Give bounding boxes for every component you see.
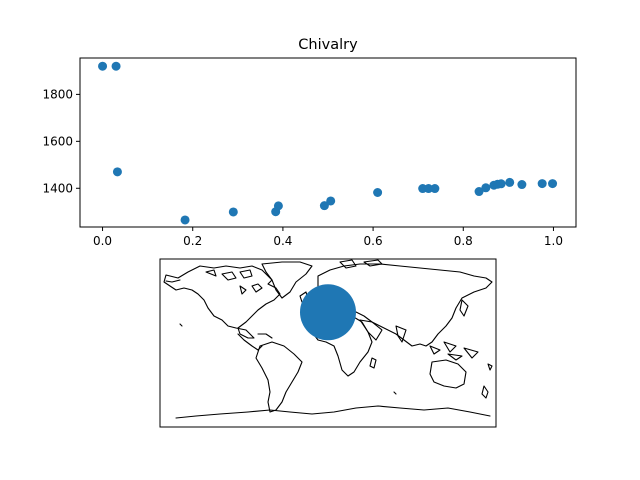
scatter-point (326, 196, 336, 206)
scatter-point (111, 61, 121, 71)
x-axis-ticks: 0.0 0.2 0.4 0.6 0.8 1.0 (93, 227, 563, 248)
scatter-point (273, 201, 283, 211)
scatter-point (319, 201, 329, 211)
chart-title: Chivalry (298, 37, 358, 53)
scatter-point (180, 215, 190, 225)
scatter-frame (79, 57, 577, 228)
x-tick-label: 0.0 (93, 234, 112, 248)
scatter-point (424, 184, 434, 194)
scatter-point (430, 184, 440, 194)
scatter-points (98, 61, 558, 225)
scatter-point (517, 180, 527, 190)
scatter-point (373, 188, 383, 197)
scatter-point (537, 179, 547, 189)
y-tick-label: 1400 (42, 181, 73, 195)
y-tick-label: 1800 (42, 87, 73, 101)
map-location-marker (300, 284, 356, 341)
scatter-point (505, 177, 515, 187)
scatter-point (548, 179, 558, 189)
x-tick-label: 1.0 (544, 234, 563, 248)
map-frame (159, 258, 497, 428)
world-coastlines (163, 259, 493, 419)
x-tick-label: 0.8 (454, 234, 473, 248)
x-tick-label: 0.6 (364, 234, 383, 248)
y-axis-ticks: 1400 1600 1800 (42, 87, 80, 195)
map-axes (159, 258, 497, 428)
scatter-point (228, 207, 238, 217)
scatter-point (98, 61, 108, 71)
x-tick-label: 0.4 (273, 234, 292, 248)
scatter-point (112, 167, 122, 177)
scatter-axes: Chivalry 0.0 0.2 0.4 0.6 0.8 1.0 1400 1600 1800 (42, 37, 577, 248)
scatter-point (481, 183, 491, 193)
x-tick-label: 0.2 (183, 234, 202, 248)
scatter-point (496, 179, 506, 189)
y-tick-label: 1600 (42, 134, 73, 148)
scatter-point (474, 187, 484, 197)
